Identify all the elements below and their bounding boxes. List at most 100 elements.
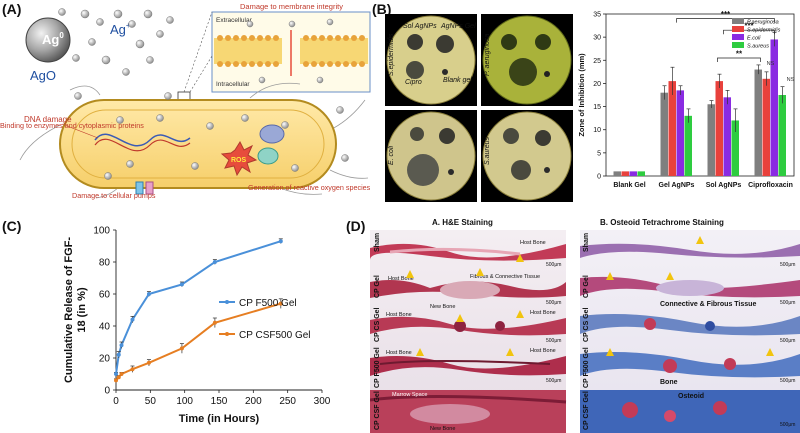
bar-legend-swatch-3 [732,42,744,48]
he-annot-marrow-space: Marrow Space [392,392,427,398]
bar-category-label-3: Ciprofloxacin [748,182,793,189]
line-legend-label-1: CP CSF500 Gel [239,330,311,341]
bar-0-2 [629,171,637,176]
he-annot-host-bone-6: Host Bone [530,348,556,354]
plate-organism-p-aeruginosa: P. aeruginosa [484,34,491,76]
he-annot-host-bone-4: Host Bone [530,310,556,316]
bar-y-tick-label-6: 30 [593,35,601,42]
line-x-tick-label-0: 0 [113,396,119,407]
plate-s-epidermidis: Sol AgNPs AgNPs Gel Cipro Blank gel S.ep… [385,14,477,106]
panel-a-mechanism-diagram: Ag0 AgO Ag+ Damage to membrane integrity… [0,2,371,200]
line-legend-marker-1 [225,332,229,336]
line-point-1-3 [130,367,135,372]
line-x-axis-label: Time (in Hours) [179,413,260,425]
line-legend-marker-0 [225,300,229,304]
scale-bar-he-1: 500μm [546,262,561,268]
sig-bracket-2 [717,57,761,62]
line-point-0-2 [119,343,124,348]
bar-legend-swatch-0 [732,18,744,24]
bar-y-tick-label-5: 25 [593,58,601,65]
line-point-0-0 [114,372,118,376]
bar-3-1 [762,78,770,176]
bar-y-axis-label: Zone of Inhibition (mm) [577,53,586,137]
he-annot-host-bone-1: Host Bone [520,240,546,246]
dna-damage-label: DNA damage [24,115,72,124]
bar-y-tick-label-0: 0 [597,174,601,181]
bar-2-3 [731,120,739,176]
bar-1-3 [684,115,692,176]
row-label-cp-cs-gel-he: CP CS Gel [374,307,381,342]
enzyme-binding-text: Binding to enzymes and cytoplasmic prote… [0,121,144,130]
silver-ions [58,8,174,76]
row-label-cp-cs-gel-ot: CP CS Gel [583,307,590,342]
scale-bar-ot-5: 500μm [780,422,795,428]
line-x-tick-label-1: 50 [145,396,157,407]
bacterial-cell [19,82,369,199]
line-point-0-1 [116,352,121,357]
bar-y-tick-label-4: 20 [593,81,601,88]
bar-y-tick-label-2: 10 [593,127,601,134]
bar-legend-label-2: E.coli [747,36,761,42]
he-annot-host-bone-3: Host Bone [386,312,412,318]
row-label-sham-ot: Sham [583,233,590,252]
ot-annot-connective: Connective & Fibrous Tissue [660,301,756,308]
line-y-axis-label-1: Cumulative Release of FGF- [63,237,75,383]
ros-label: Generation of reactive oxygen species [248,183,371,192]
he-row-cp-f500-gel [370,356,566,376]
enzyme-icon [257,124,285,165]
line-point-1-2 [119,372,124,376]
line-point-0-3 [130,317,135,322]
line-x-tick-label-5: 250 [279,396,296,407]
ros-burst-icon: ROS [220,140,258,177]
bar-y-tick-label-7: 35 [593,12,601,19]
line-point-1-7 [278,301,283,306]
pumps-label: Damage to cellular pumps [72,191,156,200]
plate-label-cipro: Cipro [405,79,422,86]
line-point-1-4 [146,360,151,365]
bar-legend-label-3: S.aureus [747,44,769,50]
bar-category-label-1: Gel AgNPs [659,182,695,189]
scale-bar-he-4: 500μm [546,378,561,384]
line-x-tick-label-6: 300 [314,396,331,407]
line-point-0-6 [212,260,217,264]
bar-legend-label-0: P.aeruginosa [747,20,779,26]
scale-bar-ot-4: 500μm [780,378,795,384]
bar-3-3 [778,95,786,176]
sig-label-2: ** [736,49,743,58]
he-annot-new-bone-1: New Bone [430,304,455,310]
he-annot-host-bone-5: Host Bone [386,350,412,356]
bar-3-2 [770,39,778,177]
panel-d-letter: (D) [346,218,366,234]
line-point-1-0 [114,378,118,383]
line-x-tick-label-2: 100 [176,396,193,407]
line-y-tick-label-1: 20 [99,354,111,365]
bar-1-1 [668,81,676,176]
row-label-cp-f500-gel-he: CP F500 Gel [374,347,381,388]
he-annot-new-bone-2: New Bone [430,426,455,432]
line-point-1-6 [212,320,217,325]
fgf18-release-chart: 0 20 40 60 80 100 0 50 100 150 200 250 300 Time (in H… [63,226,331,426]
panel-b-letter: (B) [372,1,392,17]
panel-a-letter: (A) [2,1,22,17]
sig-label-1: *** [744,22,754,31]
he-row-cp-gel [370,280,566,299]
ns-label-1: NS [787,77,795,83]
bar-category-label-0: Blank Gel [613,182,645,189]
bar-y-tick-label-1: 5 [597,150,601,157]
svg-text:ROS: ROS [231,157,247,164]
ag-zero-label: Ag0 [42,31,64,47]
bar-0-0 [613,171,621,176]
he-staining-title: A. H&E Staining [432,218,493,227]
bar-0-3 [637,171,645,176]
he-annot-fibrous: Fibrous & Connective Tissue [470,274,540,280]
plate-label-sol-agnps: Sol AgNPs [403,23,437,30]
scale-bar-he-3: 500μm [546,338,561,344]
line-point-1-1 [116,375,121,380]
plate-label-agnps-gel: AgNPs Gel [440,23,476,30]
plate-p-aeruginosa: P. aeruginosa [481,14,573,106]
bar-y-tick-label-3: 15 [593,104,601,111]
bar-1-2 [676,90,684,176]
bar-legend-swatch-1 [732,26,744,32]
bar-2-2 [723,97,731,176]
row-label-cp-f500-gel-ot: CP F500 Gel [583,347,590,388]
